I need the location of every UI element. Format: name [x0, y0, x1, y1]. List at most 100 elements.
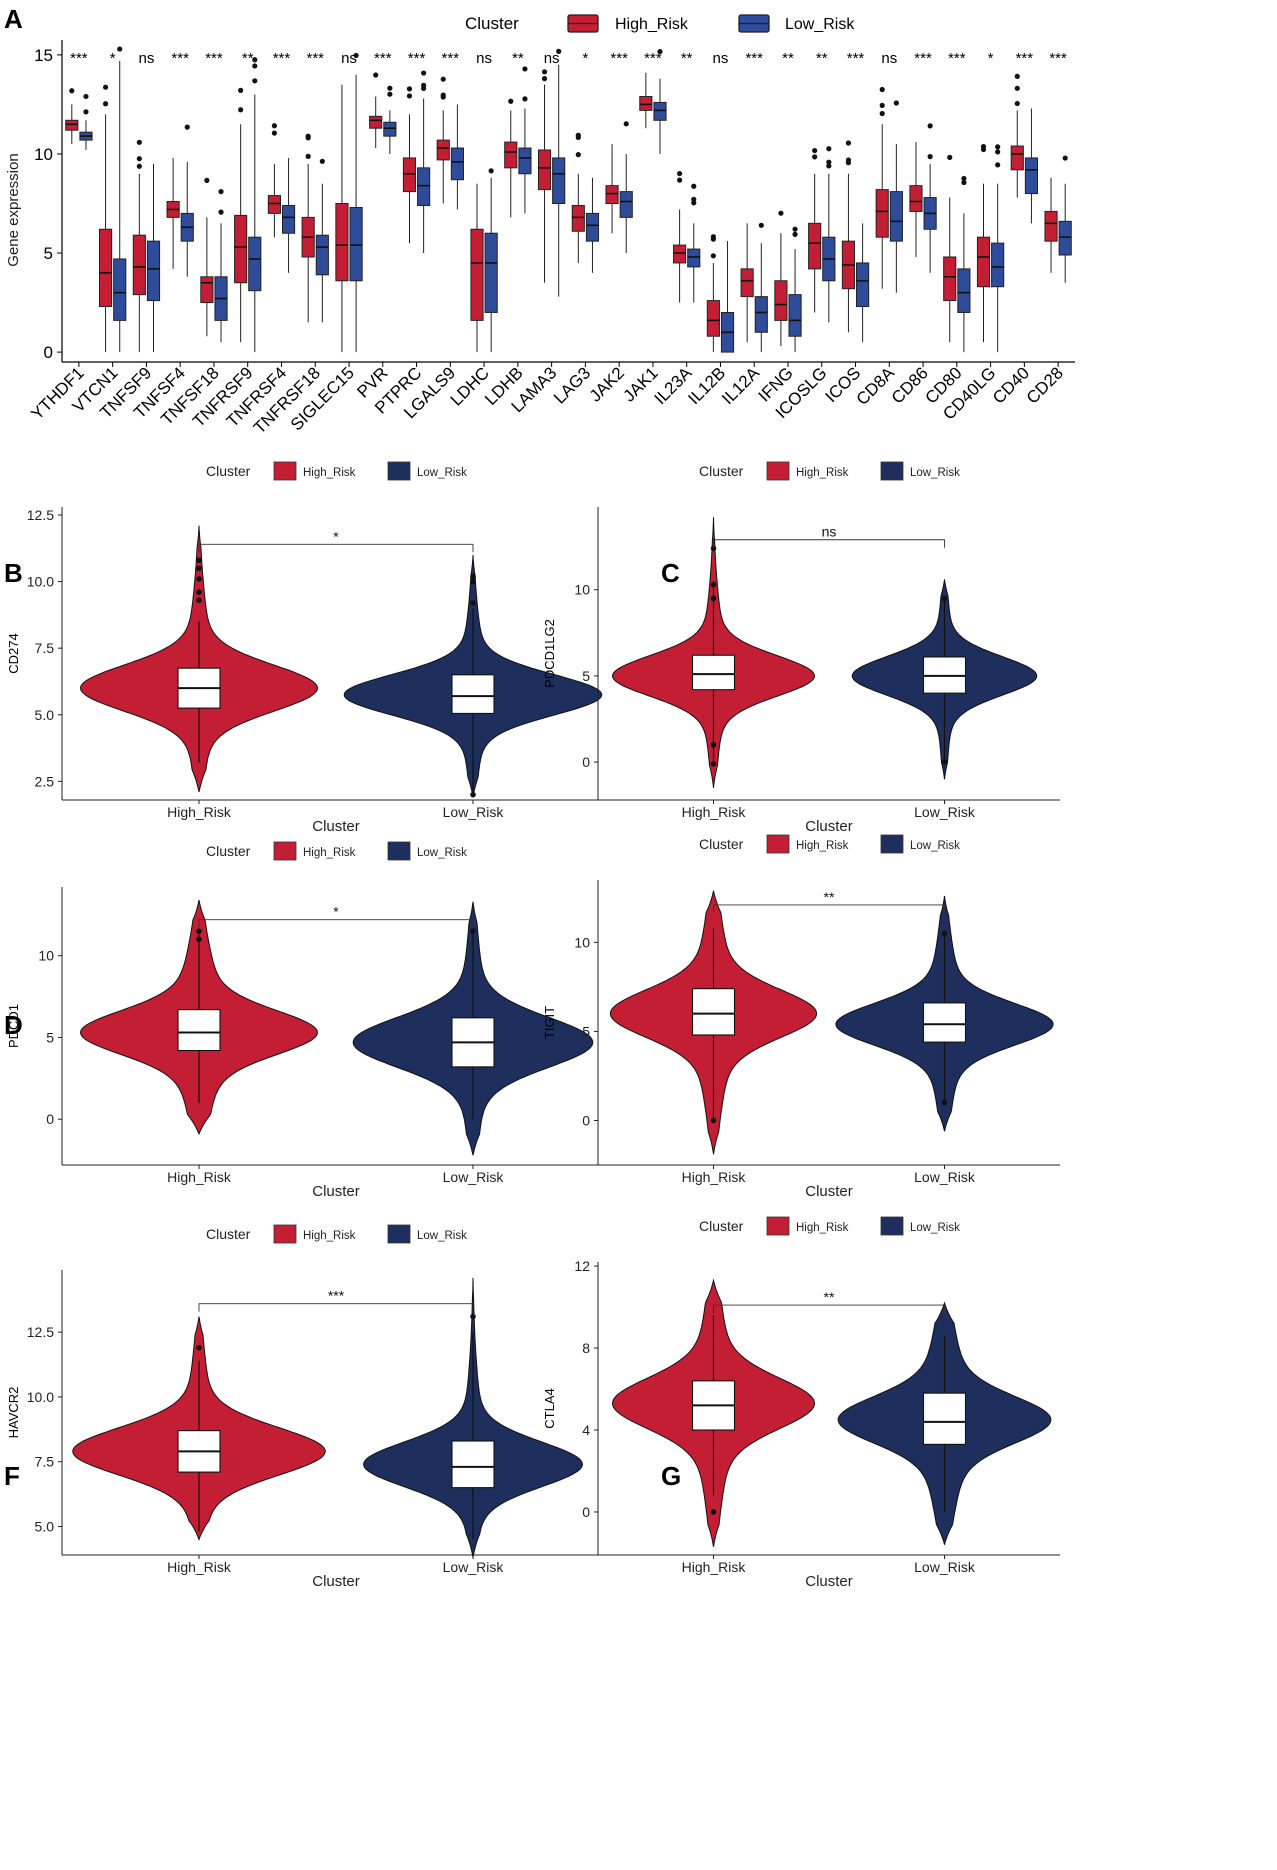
box-high-risk [774, 280, 788, 321]
outlier-point [522, 66, 528, 72]
x-tick-label: CD8A [853, 363, 899, 409]
significance-label: ** [782, 50, 794, 67]
box-low-risk [991, 242, 1005, 288]
panel-letter-f: F [4, 1461, 20, 1491]
outlier-point [196, 936, 202, 943]
outlier-point [508, 98, 514, 104]
significance-bracket [713, 539, 945, 548]
legend-label-low-risk: Low_Risk [417, 847, 467, 859]
outlier-point [117, 46, 123, 52]
box-low-risk [248, 236, 262, 292]
significance-label: ns [881, 50, 897, 67]
box-low-risk [450, 147, 464, 181]
inner-box [922, 1002, 967, 1043]
significance-label: *** [610, 50, 628, 67]
significance-label: *** [442, 50, 460, 67]
outlier-point [440, 94, 446, 100]
box-high-risk [605, 185, 619, 204]
inner-box [922, 1392, 967, 1445]
significance-label: ns [476, 50, 492, 67]
significance-label: *** [70, 50, 88, 67]
outlier-point [710, 545, 717, 552]
y-axis-title: PDCD1 [6, 1004, 21, 1048]
outlier-point [196, 565, 202, 572]
y-axis-title: CD274 [6, 633, 21, 673]
box-high-risk [335, 203, 349, 282]
y-tick-label: 10 [574, 934, 590, 950]
box-high-risk [267, 195, 281, 214]
y-tick-label: 10 [34, 145, 53, 164]
y-tick-label: 7.5 [35, 1454, 55, 1470]
outlier-point [470, 600, 476, 606]
outlier-point [1014, 100, 1020, 107]
y-tick-label: 5 [582, 1023, 590, 1039]
outlier-point [204, 177, 210, 184]
panel-letter-b: B [4, 558, 23, 588]
outlier-point [691, 200, 697, 206]
violin-low-risk [343, 554, 603, 798]
outlier-point [927, 123, 933, 129]
outlier-point [995, 144, 1001, 150]
outlier-point [623, 121, 629, 127]
box-low-risk [687, 248, 701, 268]
outlier-point [387, 91, 393, 97]
outlier-point [406, 86, 413, 92]
box-low-risk [856, 262, 870, 308]
panel-c-violin: C Cluster High_Risk Low_Risk 0 5 10 PDCD1LG2 Cl… [542, 461, 1060, 835]
outlier-point [710, 761, 717, 767]
x-tick-label: IL23A [651, 363, 696, 408]
outlier-point [995, 162, 1001, 168]
x-tick-label: Low_Risk [914, 1169, 976, 1185]
box-group-il12b: ns IL12B [684, 50, 735, 408]
box-high-risk [639, 96, 653, 111]
legend-key-high-risk [766, 461, 790, 481]
legend-label-low-risk: Low_Risk [417, 467, 467, 479]
outlier-point [826, 163, 832, 169]
outlier-point [778, 210, 784, 216]
significance-label: *** [847, 50, 865, 67]
x-tick-label: Low_Risk [443, 804, 505, 820]
outlier-point [387, 85, 393, 91]
box-high-risk [436, 139, 450, 161]
significance-label: ns [544, 50, 560, 67]
outlier-point [470, 928, 476, 934]
box-low-risk [113, 258, 127, 321]
violin-legend: Cluster High_Risk Low_Risk [206, 461, 467, 481]
significance-label: * [333, 904, 339, 920]
outlier-point [710, 1509, 717, 1515]
significance-label: * [582, 50, 588, 67]
panel-a-legend: Cluster High_Risk Low_Risk [465, 14, 855, 33]
violin-low-risk [362, 1277, 584, 1558]
significance-label: ns [822, 524, 837, 540]
legend-key-low-risk [387, 1224, 411, 1244]
violin-low-risk [837, 1301, 1052, 1545]
outlier-point [470, 573, 476, 580]
box-group-cd8a: ns CD8A [853, 50, 903, 409]
significance-label: *** [328, 1288, 345, 1304]
legend-label-low-risk: Low_Risk [785, 16, 855, 33]
significance-bracket [198, 1303, 474, 1312]
outlier-point [136, 139, 142, 145]
violin-high-risk [79, 525, 319, 793]
legend-label-high-risk: High_Risk [615, 16, 689, 33]
outlier-point [947, 154, 953, 160]
significance-label: *** [745, 50, 763, 67]
outlier-point [792, 226, 798, 232]
box-group-ldhb: **LDHB [481, 50, 532, 409]
violin-legend: Cluster High_Risk Low_Risk [699, 834, 960, 854]
outlier-point [271, 123, 278, 129]
violin-high-risk [79, 899, 319, 1136]
y-axis-title: HAVCR2 [6, 1387, 21, 1439]
inner-box [451, 674, 495, 714]
box-high-risk [65, 119, 79, 131]
legend-title: Cluster [699, 836, 744, 852]
outlier-point [812, 154, 818, 160]
outlier-point [102, 84, 109, 90]
box-high-risk [571, 204, 585, 232]
box-group-ldhc: ns LDHC [447, 50, 498, 410]
box-group-il12a: *** IL12A [718, 50, 768, 408]
significance-label: ** [824, 1289, 835, 1305]
box-high-risk [234, 214, 248, 284]
significance-label: ** [512, 50, 524, 67]
outlier-point [488, 168, 494, 174]
